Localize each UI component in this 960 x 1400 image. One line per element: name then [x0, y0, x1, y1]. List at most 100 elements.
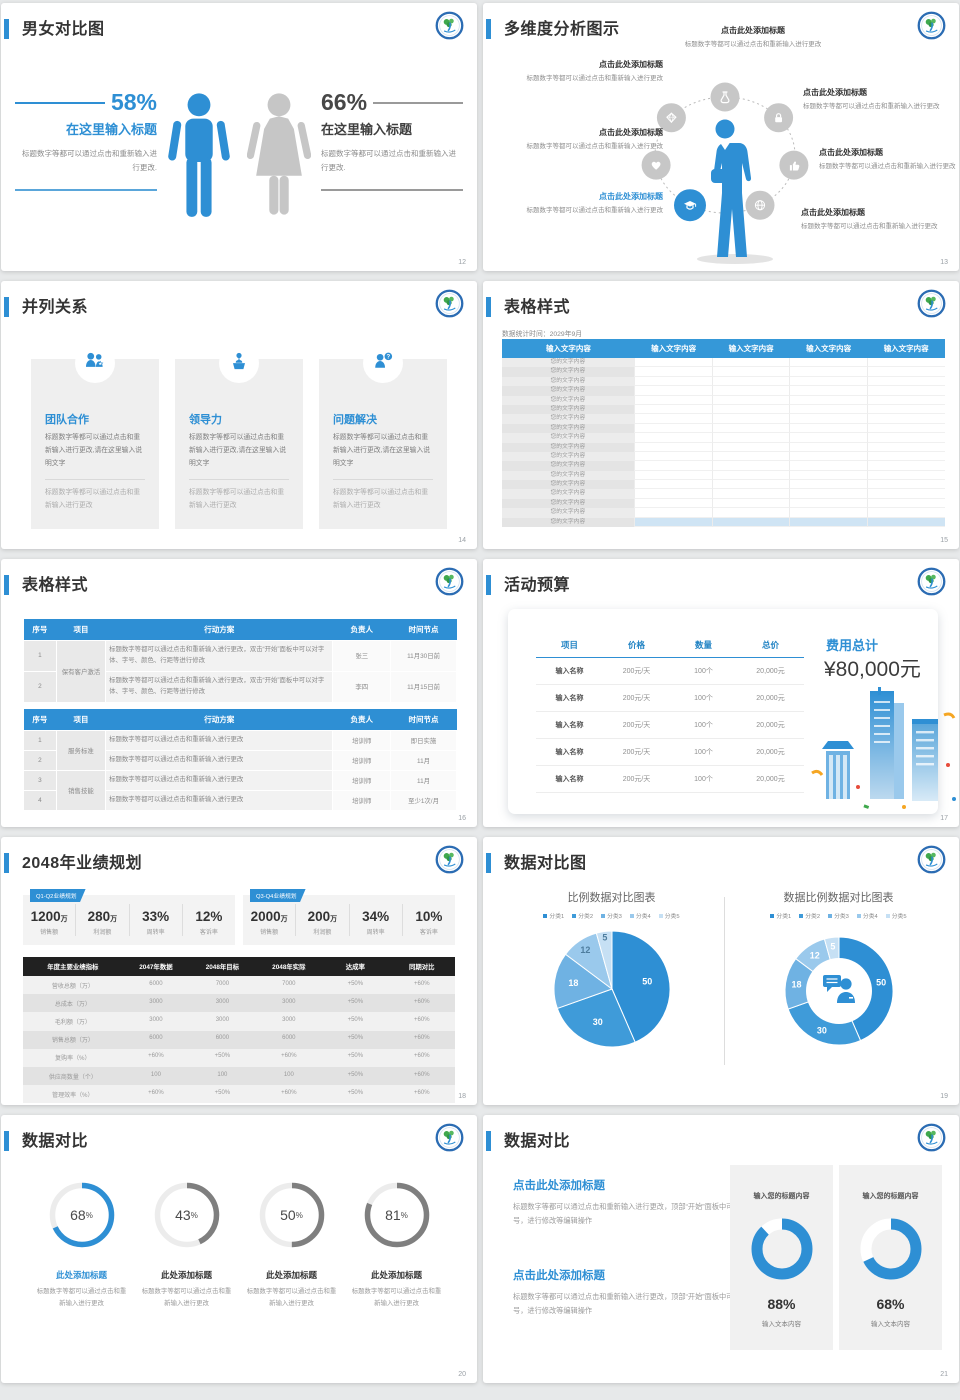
- kpi-stat: 33% 周转率: [128, 904, 182, 936]
- table-row: 3 销售技能 标题数字等都可以通过点击和重新输入进行更改 培训师 11月: [23, 769, 457, 811]
- empty-cell: [633, 517, 712, 528]
- empty-cell: [711, 386, 790, 396]
- card-title: 输入您的标题内容: [862, 1193, 919, 1200]
- empty-cell: [711, 442, 790, 452]
- table-row: 您的文字内容: [502, 414, 946, 424]
- slide-12-gender-comparison[interactable]: 男女对比图 58% 在这里输入标题 标题数字等都可以通过点击和重新输入进行更改.: [1, 3, 477, 271]
- male-description: 标题数字等都可以通过点击和重新输入进行更改.: [22, 149, 157, 173]
- empty-cell: [633, 480, 712, 490]
- panel-divider: [724, 897, 725, 1065]
- column-header: 同期对比: [409, 964, 435, 971]
- item-price: 200元/天: [622, 722, 651, 729]
- school-logo-icon: [435, 567, 464, 596]
- table-header-row: 序号 项目 行动方案 负责人 时间节点: [23, 619, 457, 641]
- row-label-cell: 您的文字内容: [502, 358, 634, 368]
- slide-20-data-comparison-gauges[interactable]: 数据对比 68% 此处添加标题 标题数字等都可以通过点击和重新输入进行更改 43…: [1, 1115, 477, 1383]
- budget-row: 输入名称 200元/天 100个 20,000元: [536, 712, 804, 739]
- table-cell: 6000: [282, 1035, 296, 1042]
- card-icon-circle: [219, 343, 259, 383]
- item-total: 20,000元: [756, 749, 785, 756]
- dimension-diagram: [483, 3, 959, 271]
- legend-item: 分类1: [543, 911, 564, 920]
- item-qty: 100个: [694, 749, 713, 756]
- card-footnote: 标题数字等都可以通过点击和重新输入进行更改: [333, 488, 429, 509]
- total-cost-value: ¥80,000元: [824, 658, 921, 681]
- slide-19-data-comparison-charts[interactable]: 数据对比图 比例数据对比图表 分类1 分类2 分类3 分类4 分类5 50 30 18 12 5…: [483, 837, 959, 1105]
- empty-cell: [867, 367, 946, 377]
- school-logo-icon: [435, 289, 464, 318]
- school-logo-icon: [917, 845, 946, 874]
- slide-16-table-style[interactable]: 表格样式 序号 项目 行动方案 负责人 时间节点 1 保有客户激活 标题数字等都可以通过点…: [1, 559, 477, 827]
- table-cell: +50%: [347, 998, 364, 1005]
- column-header: 总价: [761, 640, 779, 650]
- table-header-row: 序号 项目 行动方案 负责人 时间节点: [23, 709, 457, 731]
- slide-18-performance-plan[interactable]: 2048年业绩规划 Q1-Q2业绩规划 1200万 销售额 280万 利润额 3…: [1, 837, 477, 1105]
- performance-table: 年度主要业绩指标 2047年数据 2048年目标 2048年实际 达成率 同期对比 营收总额…: [23, 957, 455, 1104]
- svg-text:18: 18: [791, 980, 801, 990]
- column-header: 数量: [694, 640, 712, 650]
- column-header: 达成率: [345, 964, 365, 971]
- dimension-block: 点击此处添加标题 标题数字等都可以通过点击和重新输入进行更改: [819, 147, 957, 174]
- kpi-label: 利润额: [93, 930, 112, 936]
- table-row: 您的文字内容: [502, 489, 946, 499]
- row-label-cell: 您的文字内容: [502, 414, 634, 424]
- empty-cell: [711, 404, 790, 415]
- card-footnote: 标题数字等都可以通过点击和重新输入进行更改: [45, 488, 141, 509]
- card-caption: 输入文本内容: [762, 1321, 801, 1328]
- empty-cell: [867, 498, 946, 509]
- empty-cell: [789, 517, 868, 528]
- item-total: 20,000元: [756, 776, 785, 783]
- slide-17-activity-budget[interactable]: 活动预算 项目 价格 数量 总价 输入名称 200元/天 100个 20,000元 输入名…: [483, 559, 959, 827]
- row-label-cell: 您的文字内容: [502, 498, 634, 509]
- male-percentage: 58%: [110, 89, 157, 115]
- kpi-value: 33%: [142, 909, 170, 924]
- budget-row: 输入名称 200元/天 100个 20,000元: [536, 658, 804, 685]
- item-name: 输入名称: [555, 695, 584, 702]
- svg-text:5: 5: [830, 941, 835, 951]
- action-plan-table-2: 序号 项目 行动方案 负责人 时间节点 1 服务标准 标题数字等都可以通过点击和重新输入进行更…: [23, 709, 457, 811]
- table-cell: +60%: [414, 1089, 430, 1096]
- percentage-value: 68%: [876, 1296, 905, 1312]
- ring-gauge: 81% 此处添加标题 标题数字等都可以通过点击和重新输入进行更改: [344, 1177, 449, 1310]
- svg-text:30: 30: [592, 1017, 602, 1027]
- budget-row: 输入名称 200元/天 100个 20,000元: [536, 766, 804, 793]
- slide-21-data-comparison-donuts[interactable]: 数据对比 点击此处添加标题 标题数字等都可以通过点击和重新输入进行更改，顶部“开…: [483, 1115, 959, 1383]
- table-row: 1 服务标准 标题数字等都可以通过点击和重新输入进行更改 培训师 即日实施: [23, 730, 457, 771]
- page-number: 16: [458, 815, 466, 822]
- column-header: 输入文字内容: [728, 344, 774, 353]
- pie-slice: [611, 930, 670, 1043]
- table-cell: 毛利额（万）: [54, 1019, 91, 1026]
- school-logo-icon: [435, 845, 464, 874]
- slide-15-table-style[interactable]: 表格样式 数据统计时间：2029年9月 输入文字内容 输入文字内容 输入文字内容 输入…: [483, 281, 959, 549]
- empty-cell: [633, 470, 712, 481]
- title-accent-bar: [4, 1131, 9, 1151]
- block-description: 标题数字等都可以通过点击和重新输入进行更改: [819, 163, 956, 170]
- legend-item: 分类1: [770, 911, 791, 920]
- page-number: 20: [458, 1371, 466, 1378]
- table-header-row: 年度主要业绩指标 2047年数据 2048年目标 2048年实际 达成率 同期对比: [23, 957, 455, 976]
- table-cell: 6000: [215, 1035, 230, 1042]
- row-label-cell: 您的文字内容: [502, 461, 634, 471]
- table-row: 复购率（%） +60% +50% +60% +50% +60%: [23, 1048, 455, 1067]
- title-accent-bar: [486, 297, 491, 317]
- school-logo: [917, 567, 946, 596]
- chart-legend: 分类1 分类2 分类3 分类4 分类5: [499, 911, 724, 920]
- legend-item: 分类5: [885, 911, 907, 920]
- gauge-value: 50: [280, 1207, 296, 1223]
- gauge-description: 标题数字等都可以通过点击和重新输入进行更改: [351, 1288, 442, 1308]
- empty-cell: [633, 395, 712, 405]
- empty-cell: [711, 395, 790, 405]
- female-stat-block: 66% 在这里输入标题 标题数字等都可以通过点击和重新输入进行更改.: [321, 89, 463, 191]
- empty-cell: [633, 386, 712, 396]
- table-row: 1 保有客户激活 标题数字等都可以通过点击和重新输入进行更改，双击“开始”面板中可…: [23, 640, 457, 703]
- empty-cell: [789, 489, 868, 499]
- slide-13-multi-dimension[interactable]: 多维度分析图示: [483, 3, 959, 271]
- table-row: 您的文字内容: [502, 404, 946, 415]
- block-description: 标题数字等都可以通过点击和重新输入进行更改: [526, 143, 664, 150]
- slide-14-parallel-relation[interactable]: 并列关系 团队合作 标题数字等都可以通过点击和重新输入进行更改,请在这里输入说明…: [1, 281, 477, 549]
- school-logo: [435, 289, 464, 318]
- empty-cell: [789, 376, 868, 387]
- slide-title: 表格样式: [22, 577, 89, 594]
- table-cell: +60%: [281, 1053, 297, 1060]
- dimension-block: 点击此处添加标题 标题数字等都可以通过点击和重新输入进行更改: [505, 191, 664, 218]
